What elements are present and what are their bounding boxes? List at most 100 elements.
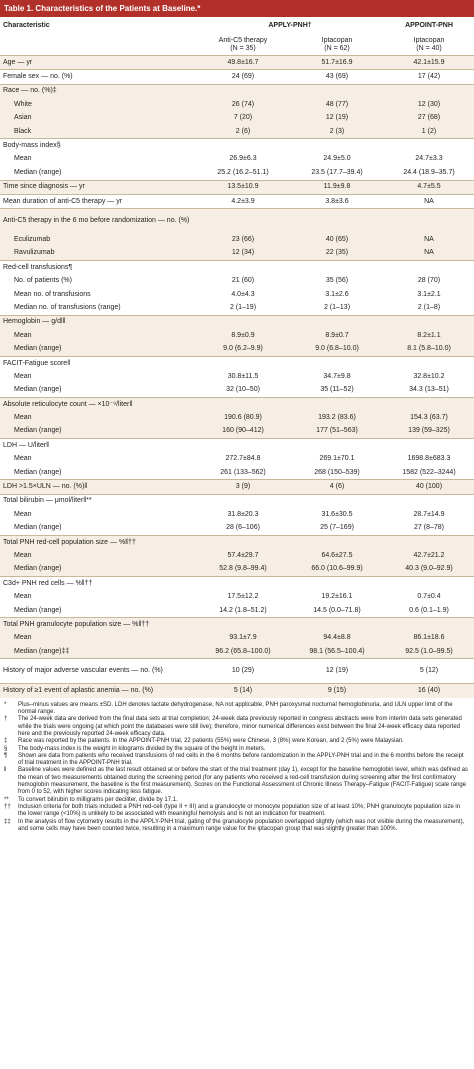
row-value: 268 (150–539): [314, 468, 360, 476]
row-value: 32.8±10.2: [413, 372, 445, 380]
row-value: 2 (1–19): [229, 303, 257, 311]
table-row: Mean 17.5±12.2 19.2±16.1 0.7±0.4: [0, 590, 474, 603]
row-value: [196, 314, 290, 330]
row-value: [384, 260, 474, 275]
row-value: [384, 83, 474, 99]
table-row: Mean 31.8±20.3 31.6±30.5 28.7±14.9: [0, 508, 474, 521]
row-value: [290, 260, 384, 275]
row-value: NA: [384, 246, 474, 261]
row-value: 3 (9): [196, 479, 290, 495]
row-value: 22 (35): [290, 246, 384, 261]
footnote-text: To convert bilirubin to milligrams per d…: [18, 796, 178, 803]
row-label: Black: [0, 124, 196, 139]
row-value: 139 (59–325): [384, 424, 474, 439]
table-row: Red-cell transfusions¶: [0, 260, 474, 275]
row-value: 13.5±10.9: [196, 179, 290, 195]
row-value: NA: [384, 193, 474, 209]
row-value: 11.9±9.8: [290, 179, 384, 195]
footnote: †† Inclusion criteria for both trials inc…: [0, 804, 474, 819]
row-value: 10 (29): [196, 658, 290, 684]
footnote-text: Race was reported by the patients. In th…: [18, 738, 404, 745]
row-value: 34.7±9.8: [323, 372, 351, 380]
row-value: 23.5 (17.7–39.4): [311, 168, 363, 176]
table-row: Anti-C5 therapy in the 6 mo before rando…: [0, 208, 474, 234]
row-value: 98.1 (56.5–100.4): [290, 645, 384, 659]
table-row: Hemoglobin — g/dl‖: [0, 314, 474, 330]
table-row: Median no. of transfusions (range) 2 (1–1…: [0, 301, 474, 315]
row-label: Median (range): [14, 168, 62, 176]
row-value: [196, 138, 290, 153]
table-row: Median (range) 52.8 (9.8–99.4) 66.0 (10.6–…: [0, 562, 474, 577]
footnote-text: Shown are data from patients who receive…: [18, 752, 464, 767]
row-value: 9 (15): [290, 683, 384, 698]
header-spacer: [0, 35, 196, 56]
header-group-iptacopan-apply: Iptacopan (N = 62): [321, 37, 353, 52]
row-value: 8.9±0.9: [196, 329, 290, 343]
footnote: ‖ Baseline values were defined as the las…: [0, 767, 474, 796]
row-value: [384, 534, 474, 550]
row-value: 160 (90–412): [196, 424, 290, 439]
table-row: Mean 190.6 (80.9) 193.2 (83.6) 154.3 (63.7): [0, 411, 474, 425]
row-value: 51.7±16.9: [290, 54, 384, 70]
row-value: [290, 138, 384, 153]
row-value: 4.2±3.9: [196, 193, 290, 209]
row-value: 25 (7–169): [320, 524, 354, 532]
row-value: 3.8±3.6: [290, 193, 384, 209]
row-value: 92.5 (1.0–99.5): [384, 645, 474, 659]
row-value: 261 (133–562): [220, 468, 266, 476]
row-value: 26.9±6.3: [229, 155, 257, 163]
row-label: Hemoglobin — g/dl‖: [0, 314, 196, 330]
row-label: Race — no. (%)‡: [0, 83, 196, 99]
row-value: [290, 493, 384, 509]
footnote-mark: *: [4, 701, 7, 708]
row-label: Total PNH granulocyte population size — …: [0, 617, 196, 632]
header-group-iptacopan-appoint: Iptacopan (N = 40): [413, 37, 445, 52]
row-value: 49.8±16.7: [196, 54, 290, 70]
footnote: * Plus–minus values are means ±SD. LDH de…: [0, 702, 474, 717]
row-value: [196, 396, 290, 412]
row-value: 48 (77): [290, 98, 384, 112]
row-value: 2 (1–8): [417, 303, 441, 311]
row-value: 1582 (522–3244): [402, 468, 456, 476]
table-row: Ravulizumab 12 (34) 22 (35) NA: [0, 246, 474, 261]
row-label: Eculizumab: [0, 233, 196, 247]
table-row: LDH — U/liter‖: [0, 438, 474, 453]
row-value: [196, 617, 290, 632]
footnote-mark: ‖: [4, 767, 7, 774]
table-row: Mean 26.9±6.3 24.9±5.0 24.7±3.3: [0, 153, 474, 166]
row-value: [196, 355, 290, 371]
row-value: [196, 83, 290, 99]
row-value: 25.2 (16.2–51.1): [217, 168, 269, 176]
row-value: 24 (69): [196, 69, 290, 85]
row-value: [384, 576, 474, 591]
row-value: 1698.8±683.3: [407, 455, 451, 463]
table-row: Median (range) 261 (133–562) 268 (150–539)…: [0, 466, 474, 480]
table-row: Median (range) 28 (6–106) 25 (7–169) 27 (8–…: [0, 522, 474, 536]
table-row: Median (range)‡‡ 96.2 (65.8–100.0) 98.1 (5…: [0, 645, 474, 659]
table-row: History of ≥1 event of aplastic anemia —…: [0, 683, 474, 698]
row-value: 0.6 (0.1–1.9): [409, 606, 449, 614]
footnote-text: Baseline values were defined as the last…: [18, 767, 468, 796]
row-value: NA: [384, 233, 474, 247]
row-value: 96.2 (65.8–100.0): [196, 645, 290, 659]
table-row: Black 2 (6) 2 (3) 1 (2): [0, 124, 474, 139]
header-appoint-pnh: APPOINT-PNH: [405, 22, 453, 29]
table-row: History of major adverse vascular events…: [0, 658, 474, 684]
row-value: 66.0 (10.6–99.9): [290, 562, 384, 577]
row-value: 8.1 (5.8–10.0): [384, 342, 474, 357]
row-label: Body-mass index§: [0, 138, 196, 153]
footnote: § The body-mass index is the weight in ki…: [0, 746, 474, 753]
row-value: 27 (68): [384, 111, 474, 125]
row-value: 43 (69): [290, 69, 384, 85]
row-value: 190.6 (80.9): [196, 411, 290, 425]
row-value: 2 (1–13): [323, 303, 351, 311]
row-value: 23 (66): [196, 233, 290, 247]
footnote-text: In the analysis of flow cytometry result…: [18, 818, 465, 832]
row-label: Median (range): [14, 606, 62, 614]
row-value: 40.3 (9.0–92.9): [384, 562, 474, 577]
row-value: [384, 617, 474, 632]
row-value: 2 (6): [196, 124, 290, 139]
header-group-anti-c5: Anti-C5 therapy (N = 35): [218, 37, 268, 52]
row-value: 86.1±18.6: [384, 631, 474, 646]
